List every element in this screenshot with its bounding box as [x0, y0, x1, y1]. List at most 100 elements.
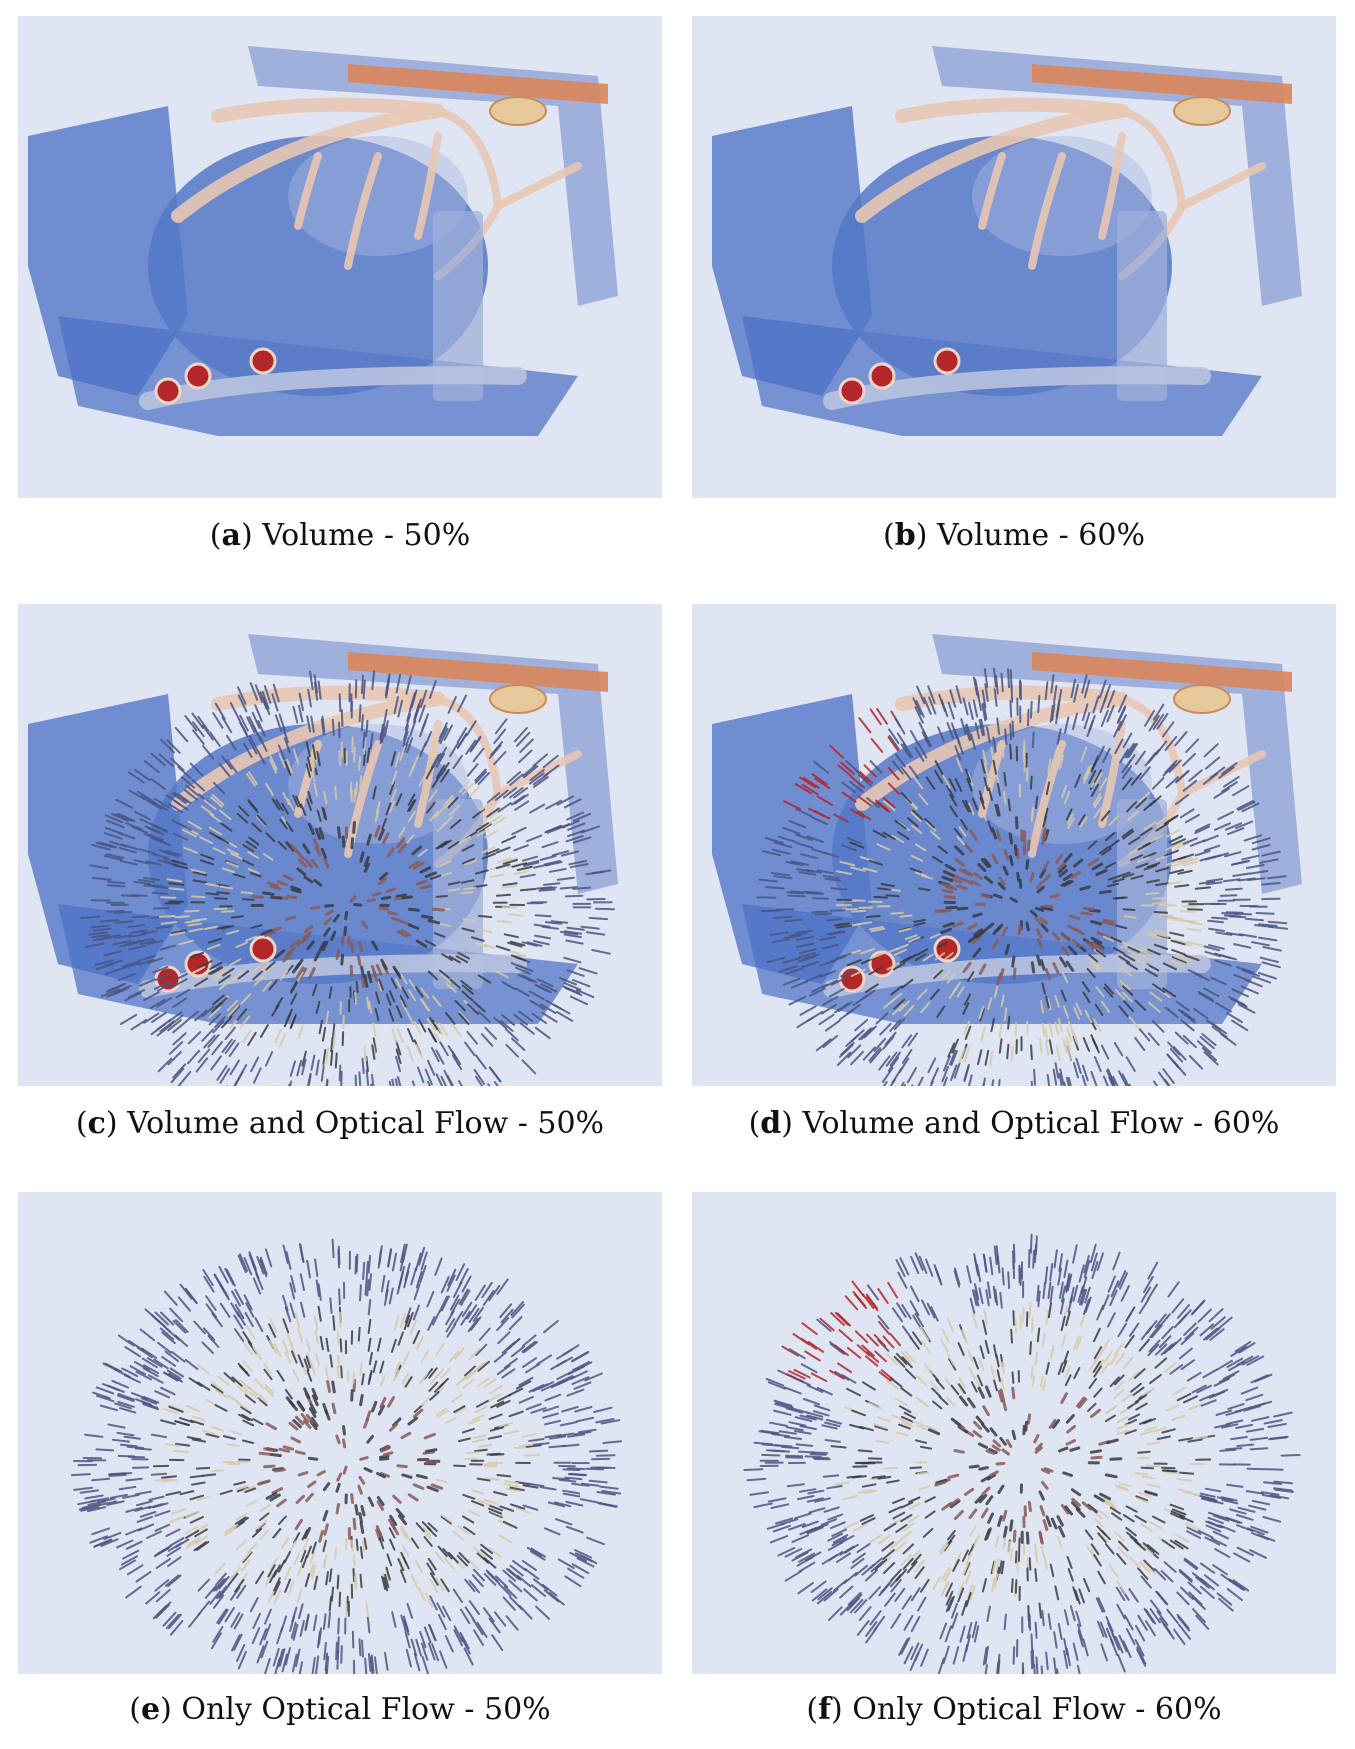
flow-arrow: [1062, 1038, 1068, 1054]
flow-arrow: [105, 853, 125, 859]
flow-arrow: [954, 745, 962, 761]
flow-arrow: [1161, 1428, 1176, 1434]
flow-arrow: [1110, 1280, 1120, 1298]
flow-arrow: [182, 829, 197, 838]
flow-arrow: [1052, 1419, 1060, 1429]
flow-arrow: [521, 764, 537, 777]
flow-arrow: [901, 978, 914, 989]
flow-arrow: [372, 1037, 377, 1053]
flow-arrow: [1243, 834, 1262, 842]
flow-arrow: [1182, 752, 1196, 767]
flow-arrow: [229, 702, 240, 720]
flow-arrow: [535, 1605, 550, 1620]
flow-arrow: [1211, 1022, 1227, 1035]
flow-arrow: [536, 1354, 553, 1366]
flow-arrow: [221, 755, 233, 770]
flow-arrow: [156, 997, 172, 1008]
flow-arrow: [118, 847, 137, 854]
flow-arrow: [287, 798, 295, 811]
flow-arrow: [1162, 721, 1175, 738]
flow-arrow: [949, 1049, 957, 1066]
flow-arrow: [940, 1338, 949, 1353]
flow-arrow: [1036, 885, 1045, 894]
flow-arrow: [969, 829, 978, 841]
flow-arrow: [298, 692, 304, 712]
flow-arrow: [1182, 1034, 1197, 1049]
flow-arrow: [1194, 825, 1210, 835]
flow-arrow: [408, 989, 417, 1002]
flow-arrow: [248, 836, 260, 846]
flow-arrow: [1094, 1360, 1103, 1373]
flow-arrow: [1134, 999, 1147, 1011]
flow-arrow: [246, 716, 256, 734]
flow-arrow: [967, 971, 975, 983]
flow-arrow: [907, 817, 919, 828]
flow-arrow: [165, 1491, 181, 1496]
flow-arrow: [1011, 1386, 1016, 1400]
flow-arrow: [1162, 763, 1176, 777]
flow-arrow: [471, 1500, 485, 1507]
flow-arrow: [566, 811, 585, 821]
flow-arrow: [1214, 959, 1232, 967]
flow-arrow: [1067, 1568, 1074, 1582]
flow-arrow: [1124, 743, 1135, 759]
flow-arrow: [1015, 847, 1020, 860]
flow-arrow: [1122, 985, 1134, 996]
flow-arrow: [902, 1325, 913, 1340]
flow-arrow: [875, 1439, 890, 1444]
flow-arrow: [1127, 743, 1139, 758]
flow-arrow: [1124, 1334, 1135, 1349]
flow-arrow: [398, 826, 406, 838]
flow-arrow: [561, 1405, 579, 1413]
flow-arrow: [377, 979, 383, 992]
flow-arrow: [948, 987, 958, 999]
flow-arrow: [154, 838, 171, 846]
flow-arrow: [1246, 877, 1266, 882]
flow-arrow: [526, 941, 543, 947]
flow-arrow: [1002, 865, 1009, 876]
flow-arrow: [825, 1019, 841, 1032]
flow-arrow: [102, 1383, 121, 1392]
flow-arrow: [248, 735, 258, 751]
flow-arrow: [1183, 1395, 1198, 1404]
flow-arrow: [865, 1333, 879, 1347]
flow-arrow: [466, 1003, 479, 1015]
flow-arrow: [1122, 908, 1136, 911]
flow-arrow: [894, 753, 906, 768]
flow-arrow: [434, 1551, 445, 1564]
flow-arrow: [882, 1036, 895, 1050]
flow-arrow: [171, 1351, 186, 1363]
flow-arrow: [783, 800, 801, 810]
flow-arrow: [850, 968, 866, 977]
flow-arrow: [271, 693, 279, 712]
flow-arrow: [591, 869, 612, 875]
flow-arrow: [363, 1418, 369, 1429]
flow-arrow: [978, 1005, 985, 1020]
flow-arrow: [1000, 742, 1005, 758]
flow-arrow: [1172, 1386, 1188, 1395]
flow-arrow: [285, 1251, 292, 1270]
flow-arrow: [1169, 869, 1185, 875]
flow-arrow: [184, 789, 198, 801]
flow-arrow: [912, 1420, 925, 1427]
flow-arrow: [221, 867, 235, 873]
flow-arrow: [909, 1300, 920, 1316]
flow-arrow: [305, 1492, 314, 1503]
flow-arrow: [1042, 1519, 1049, 1531]
flow-arrow: [973, 1420, 983, 1430]
flow-arrow: [869, 708, 882, 726]
flow-arrow: [1129, 1322, 1140, 1337]
flow-arrow: [761, 1453, 781, 1457]
flow-arrow: [212, 994, 225, 1006]
flow-arrow: [317, 1283, 322, 1301]
flow-arrow: [435, 1478, 448, 1484]
flow-arrow: [1031, 1317, 1034, 1333]
flow-arrow: [393, 1369, 400, 1382]
flow-arrow: [428, 680, 437, 699]
flow-arrow: [937, 726, 946, 743]
flow-arrow: [1241, 854, 1260, 861]
flow-arrow: [406, 1011, 415, 1026]
flow-arrow: [868, 859, 883, 866]
flow-arrow: [371, 940, 379, 951]
flow-arrow: [1123, 1514, 1135, 1523]
